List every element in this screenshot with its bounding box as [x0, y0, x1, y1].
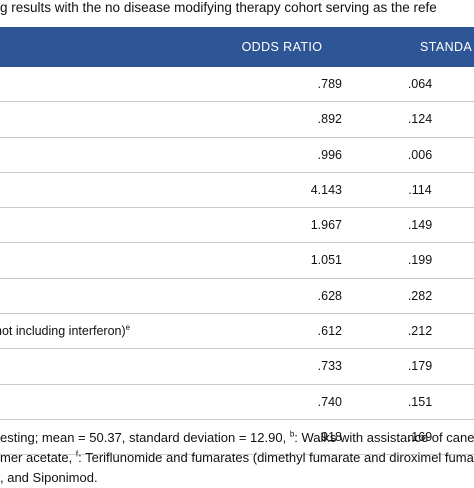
- standard-error-cell: .064: [407, 77, 433, 91]
- row-label-text: not including interferon): [0, 324, 126, 339]
- odds-ratio-cell: .918: [317, 429, 342, 444]
- table-row: .628 .282: [0, 279, 474, 315]
- odds-ratio-cell: 1.967: [310, 218, 342, 233]
- footnote-line-2: mer acetate, f: Teriflunomide and fumara…: [0, 448, 474, 468]
- table-body: .789 .064 .892 .124 .996 .006 4.143 .114…: [0, 67, 474, 456]
- footnote-text: : Teriflunomide and fumarates (dimethyl …: [78, 450, 474, 465]
- table-caption: g results with the no disease modifying …: [0, 0, 437, 15]
- standard-error-cell: .149: [407, 218, 433, 233]
- header-odds-ratio: ODDS RATIO: [241, 40, 323, 54]
- standard-error-cell: .114: [408, 182, 432, 197]
- header-standard-error: STANDA: [420, 40, 473, 54]
- footnote-text: esting; mean = 50.37, standard deviation…: [0, 430, 290, 445]
- table-row: .740 .151: [0, 385, 474, 420]
- standard-error-cell: .199: [407, 253, 433, 268]
- table-row: .996 .006: [0, 138, 474, 173]
- odds-ratio-cell: .789: [317, 77, 342, 91]
- odds-ratio-cell: .628: [317, 288, 342, 303]
- table-row: 1.967 .149: [0, 208, 474, 244]
- table-row: .892 .124: [0, 102, 474, 138]
- standard-error-cell: .212: [407, 324, 433, 339]
- standard-error-cell: .169: [407, 429, 433, 444]
- table-row: .918 .169: [0, 420, 474, 456]
- table-row: 4.143 .114: [0, 173, 474, 209]
- odds-ratio-cell: .733: [317, 359, 342, 374]
- standard-error-cell: .179: [407, 359, 433, 374]
- table-row: .733 .179: [0, 349, 474, 385]
- footnote-text: mer acetate,: [0, 450, 76, 465]
- standard-error-cell: .124: [407, 112, 433, 127]
- standard-error-cell: .006: [407, 147, 433, 162]
- table-header: ODDS RATIO STANDA: [0, 27, 474, 67]
- odds-ratio-cell: .996: [317, 147, 342, 162]
- standard-error-cell: .151: [407, 394, 433, 409]
- footnote-marker-b: b: [289, 429, 295, 439]
- footnote-text: : Walks with assistance of cane or: [294, 430, 474, 445]
- odds-ratio-cell: .892: [317, 112, 342, 127]
- table-row: .789 .064: [0, 67, 474, 103]
- row-label-interferon: not including interferon)e: [0, 314, 130, 348]
- footnote-marker-f: f: [75, 449, 79, 459]
- odds-ratio-cell: .612: [317, 324, 342, 339]
- footnote-line-1: esting; mean = 50.37, standard deviation…: [0, 428, 474, 448]
- table-row: 1.051 .199: [0, 243, 474, 279]
- footnote-line-3: , and Siponimod.: [0, 470, 98, 485]
- odds-ratio-cell: .740: [317, 394, 342, 409]
- footnote-marker-e: e: [125, 322, 131, 332]
- table-row: not including interferon)e .612 .212: [0, 314, 474, 350]
- odds-ratio-cell: 1.051: [310, 253, 342, 268]
- odds-ratio-cell: 4.143: [310, 182, 342, 197]
- standard-error-cell: .282: [407, 288, 433, 303]
